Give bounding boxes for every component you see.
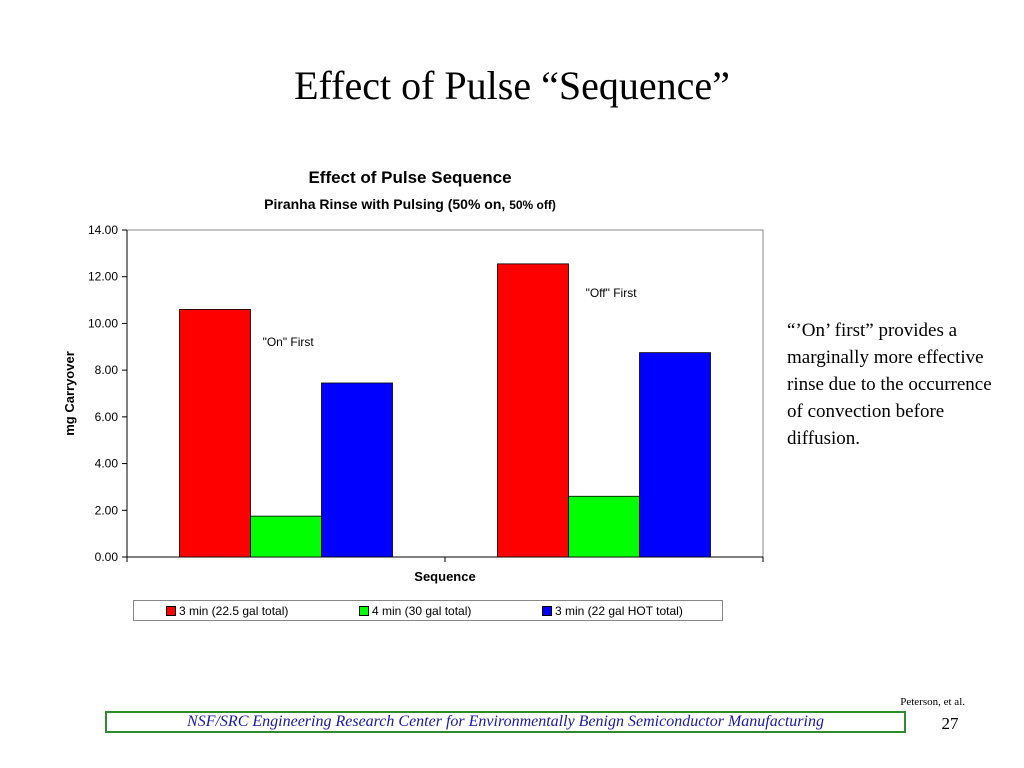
bar-1-1	[568, 495, 640, 558]
side-note: “’On’ first” provides a marginally more …	[787, 320, 992, 449]
chart-subtitle-small: 50% off)	[509, 198, 556, 212]
legend-item-0: 3 min (22.5 gal total)	[166, 604, 288, 618]
category-label: "On" First	[263, 335, 315, 349]
page-number: 27	[941, 714, 959, 733]
y-tick-label: 0.00	[95, 550, 119, 564]
legend-label-0: 3 min (22.5 gal total)	[179, 604, 289, 618]
bar-0-1	[250, 515, 322, 558]
bar-1-0	[497, 263, 569, 558]
chart-subtitle-main: Piranha Rinse with Pulsing (50% on,	[264, 196, 510, 212]
chart-legend: 3 min (22.5 gal total) 4 min (30 gal tot…	[133, 600, 723, 621]
y-tick-label: 4.00	[95, 457, 119, 471]
bar-0-0	[179, 309, 251, 558]
y-tick-label: 8.00	[95, 363, 119, 377]
credit-text: Peterson, et al.	[900, 696, 965, 708]
category-label: "Off" First	[586, 286, 638, 300]
y-tick-label: 12.00	[88, 270, 118, 284]
y-tick-label: 14.00	[88, 223, 118, 237]
legend-swatch-0	[166, 606, 176, 616]
x-axis-title: Sequence	[414, 569, 475, 584]
legend-swatch-2	[542, 606, 552, 616]
legend-label-1: 4 min (30 gal total)	[372, 604, 472, 618]
chart-subtitle: Piranha Rinse with Pulsing (50% on, 50% …	[130, 196, 690, 212]
legend-item-2: 3 min (22 gal HOT total)	[542, 604, 683, 618]
bar-1-2	[639, 352, 711, 558]
slide-title: Effect of Pulse “Sequence”	[294, 63, 730, 108]
y-tick-label: 10.00	[88, 316, 118, 330]
footer-banner: NSF/SRC Engineering Research Center for …	[105, 711, 906, 733]
y-tick-label: 2.00	[95, 503, 119, 517]
legend-item-1: 4 min (30 gal total)	[359, 604, 471, 618]
y-axis-title: mg Carryover	[62, 351, 77, 436]
y-tick-label: 6.00	[95, 410, 119, 424]
chart-title: Effect of Pulse Sequence	[308, 168, 512, 187]
legend-swatch-1	[359, 606, 369, 616]
legend-label-2: 3 min (22 gal HOT total)	[555, 604, 683, 618]
bar-0-2	[321, 382, 393, 558]
